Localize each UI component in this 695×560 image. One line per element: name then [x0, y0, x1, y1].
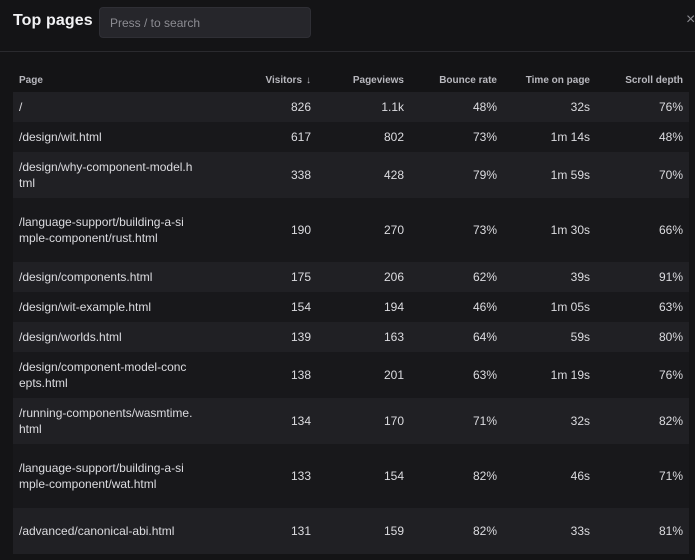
scroll-depth-cell: 76%: [596, 352, 689, 398]
table-row[interactable]: /design/worlds.html 139 163 64% 59s 80%: [13, 322, 689, 352]
pageviews-cell: 270: [317, 198, 410, 262]
pageviews-cell: 1.1k: [317, 92, 410, 122]
time-on-page-cell: 1m 14s: [503, 122, 596, 152]
time-on-page-cell: 59s: [503, 322, 596, 352]
time-on-page-cell: 1m 30s: [503, 198, 596, 262]
bounce-rate-cell: 73%: [410, 198, 503, 262]
time-on-page-cell: 1m 59s: [503, 152, 596, 198]
table-body: / 826 1.1k 48% 32s 76% /design/wit.html …: [13, 92, 689, 554]
pageviews-cell: 206: [317, 262, 410, 292]
scroll-depth-cell: 63%: [596, 292, 689, 322]
table-row[interactable]: /design/why-component-model.html 338 428…: [13, 152, 689, 198]
bounce-rate-cell: 82%: [410, 508, 503, 554]
table-row[interactable]: / 826 1.1k 48% 32s 76%: [13, 92, 689, 122]
scroll-depth-cell: 82%: [596, 398, 689, 444]
pageviews-cell: 154: [317, 444, 410, 508]
bounce-rate-cell: 48%: [410, 92, 503, 122]
page-path-cell[interactable]: /: [13, 92, 199, 122]
scroll-depth-cell: 81%: [596, 508, 689, 554]
bounce-rate-cell: 62%: [410, 262, 503, 292]
page-path-cell[interactable]: /language-support/building-a-simple-comp…: [13, 198, 199, 262]
bounce-rate-cell: 82%: [410, 444, 503, 508]
page-path-cell[interactable]: /running-components/wasmtime.html: [13, 398, 199, 444]
bounce-rate-cell: 63%: [410, 352, 503, 398]
table-row[interactable]: /advanced/canonical-abi.html 131 159 82%…: [13, 508, 689, 554]
page-path-cell[interactable]: /design/wit-example.html: [13, 292, 199, 322]
table-row[interactable]: /running-components/wasmtime.html 134 17…: [13, 398, 689, 444]
column-header-pageviews[interactable]: Pageviews: [317, 68, 410, 92]
time-on-page-cell: 32s: [503, 92, 596, 122]
bounce-rate-cell: 79%: [410, 152, 503, 198]
pageviews-cell: 163: [317, 322, 410, 352]
column-header-time-on-page[interactable]: Time on page: [503, 68, 596, 92]
table-row[interactable]: /design/component-model-concepts.html 13…: [13, 352, 689, 398]
column-header-bounce-rate-label: Bounce rate: [439, 74, 497, 86]
page-path-cell[interactable]: /design/components.html: [13, 262, 199, 292]
page-path-cell[interactable]: /design/worlds.html: [13, 322, 199, 352]
table-row[interactable]: /design/components.html 175 206 62% 39s …: [13, 262, 689, 292]
bounce-rate-cell: 64%: [410, 322, 503, 352]
page-title: Top pages: [13, 12, 93, 29]
time-on-page-cell: 39s: [503, 262, 596, 292]
scroll-depth-cell: 71%: [596, 444, 689, 508]
column-header-time-on-page-label: Time on page: [525, 74, 590, 86]
column-header-bounce-rate[interactable]: Bounce rate: [410, 68, 503, 92]
visitors-cell: 139: [199, 322, 317, 352]
table-row[interactable]: /language-support/building-a-simple-comp…: [13, 198, 689, 262]
sort-descending-icon: ↓: [306, 74, 311, 86]
time-on-page-cell: 33s: [503, 508, 596, 554]
table-row[interactable]: /language-support/building-a-simple-comp…: [13, 444, 689, 508]
top-pages-table-container: Page Visitors ↓ Pageviews Bounce rate Tim…: [13, 68, 695, 554]
scroll-depth-cell: 66%: [596, 198, 689, 262]
time-on-page-cell: 32s: [503, 398, 596, 444]
visitors-cell: 175: [199, 262, 317, 292]
visitors-cell: 134: [199, 398, 317, 444]
scroll-depth-cell: 91%: [596, 262, 689, 292]
pageviews-cell: 802: [317, 122, 410, 152]
column-header-scroll-depth-label: Scroll depth: [625, 74, 683, 86]
bounce-rate-cell: 73%: [410, 122, 503, 152]
table-header-row: Page Visitors ↓ Pageviews Bounce rate Tim…: [13, 68, 689, 92]
visitors-cell: 338: [199, 152, 317, 198]
time-on-page-cell: 1m 19s: [503, 352, 596, 398]
modal-header: Top pages ×: [0, 0, 695, 52]
visitors-cell: 131: [199, 508, 317, 554]
page-path-cell[interactable]: /design/why-component-model.html: [13, 152, 199, 198]
pageviews-cell: 159: [317, 508, 410, 554]
column-header-visitors-label: Visitors: [265, 74, 303, 86]
bounce-rate-cell: 46%: [410, 292, 503, 322]
bounce-rate-cell: 71%: [410, 398, 503, 444]
scroll-depth-cell: 48%: [596, 122, 689, 152]
visitors-cell: 154: [199, 292, 317, 322]
visitors-cell: 190: [199, 198, 317, 262]
search-input[interactable]: [99, 7, 311, 38]
column-header-page-label: Page: [19, 74, 43, 86]
column-header-visitors[interactable]: Visitors ↓: [199, 68, 317, 92]
pageviews-cell: 428: [317, 152, 410, 198]
scroll-depth-cell: 76%: [596, 92, 689, 122]
page-path-cell[interactable]: /advanced/canonical-abi.html: [13, 508, 199, 554]
table-row[interactable]: /design/wit-example.html 154 194 46% 1m …: [13, 292, 689, 322]
scroll-depth-cell: 70%: [596, 152, 689, 198]
pageviews-cell: 194: [317, 292, 410, 322]
time-on-page-cell: 1m 05s: [503, 292, 596, 322]
visitors-cell: 617: [199, 122, 317, 152]
close-icon[interactable]: ×: [686, 11, 695, 28]
column-header-page[interactable]: Page: [13, 68, 199, 92]
scroll-depth-cell: 80%: [596, 322, 689, 352]
page-path-cell[interactable]: /design/component-model-concepts.html: [13, 352, 199, 398]
pageviews-cell: 170: [317, 398, 410, 444]
visitors-cell: 138: [199, 352, 317, 398]
table-row[interactable]: /design/wit.html 617 802 73% 1m 14s 48%: [13, 122, 689, 152]
column-header-scroll-depth[interactable]: Scroll depth: [596, 68, 689, 92]
pageviews-cell: 201: [317, 352, 410, 398]
column-header-pageviews-label: Pageviews: [352, 74, 404, 86]
visitors-cell: 133: [199, 444, 317, 508]
top-pages-table: Page Visitors ↓ Pageviews Bounce rate Tim…: [13, 68, 689, 554]
page-path-cell[interactable]: /language-support/building-a-simple-comp…: [13, 444, 199, 508]
page-path-cell[interactable]: /design/wit.html: [13, 122, 199, 152]
time-on-page-cell: 46s: [503, 444, 596, 508]
visitors-cell: 826: [199, 92, 317, 122]
